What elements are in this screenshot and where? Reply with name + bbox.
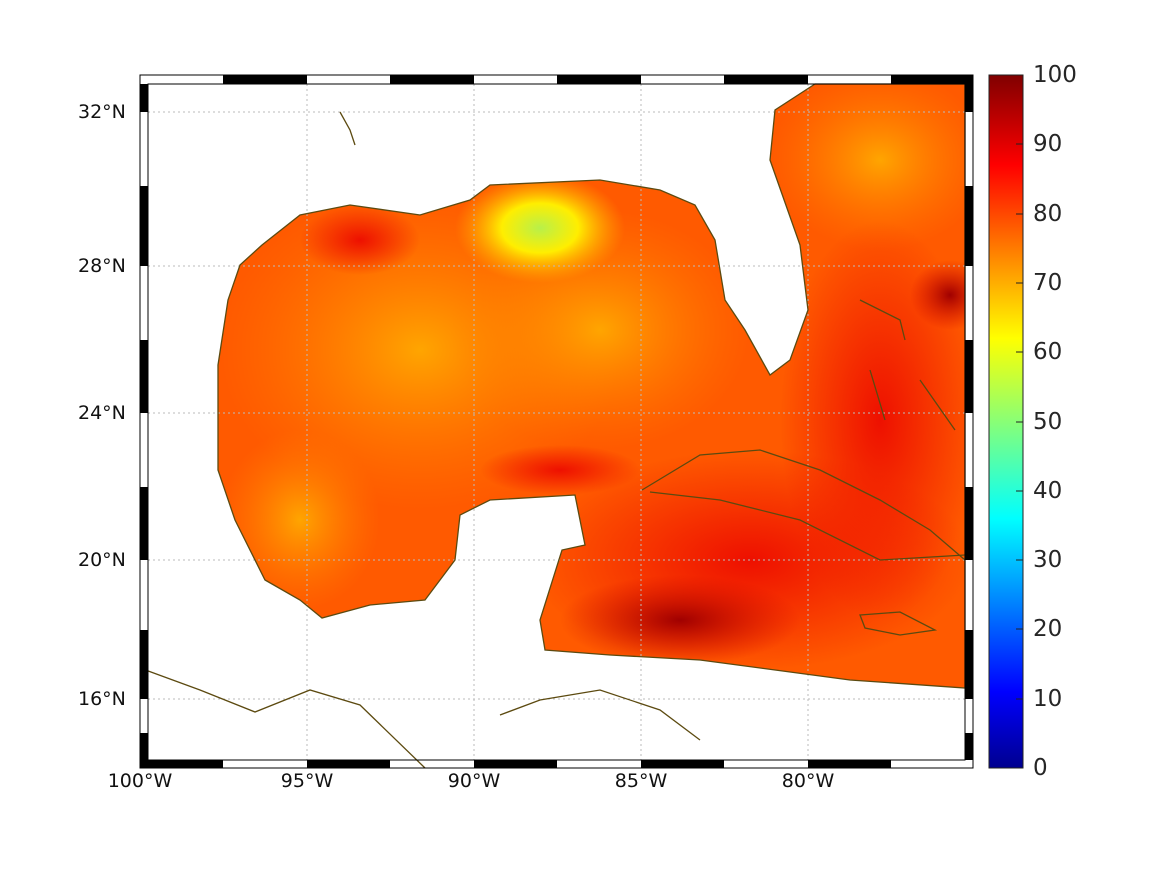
- x-tick-label: 90°W: [447, 770, 501, 792]
- x-tick-label: 100°W: [107, 770, 173, 792]
- x-tick-label: 85°W: [614, 770, 668, 792]
- y-tick-label: 16°N: [78, 688, 126, 710]
- graticule: [148, 84, 965, 760]
- x-tick-label: 80°W: [781, 770, 835, 792]
- colorbar-label: 0: [1033, 755, 1048, 781]
- colorbar-label: 20: [1033, 616, 1063, 642]
- colorbar-label: 90: [1033, 131, 1063, 157]
- x-tick-label: 95°W: [280, 770, 334, 792]
- colorbar-label: 40: [1033, 478, 1063, 504]
- y-tick-label: 20°N: [78, 549, 126, 571]
- colorbar-label: 80: [1033, 201, 1063, 227]
- heatmap-field: [218, 84, 965, 688]
- colorbar-label: 100: [1033, 62, 1077, 88]
- map-frame: [139, 74, 974, 769]
- colorbar-label: 60: [1033, 339, 1063, 365]
- coastlines: [139, 83, 966, 769]
- colorbar-label: 30: [1033, 547, 1063, 573]
- y-tick-label: 32°N: [78, 101, 126, 123]
- colorbar-label: 50: [1033, 409, 1063, 435]
- colorbar-ticks: [1016, 143, 1023, 700]
- y-tick-label: 28°N: [78, 255, 126, 277]
- colorbar-label: 10: [1033, 686, 1063, 712]
- y-tick-label: 24°N: [78, 402, 126, 424]
- colorbar-label: 70: [1033, 270, 1063, 296]
